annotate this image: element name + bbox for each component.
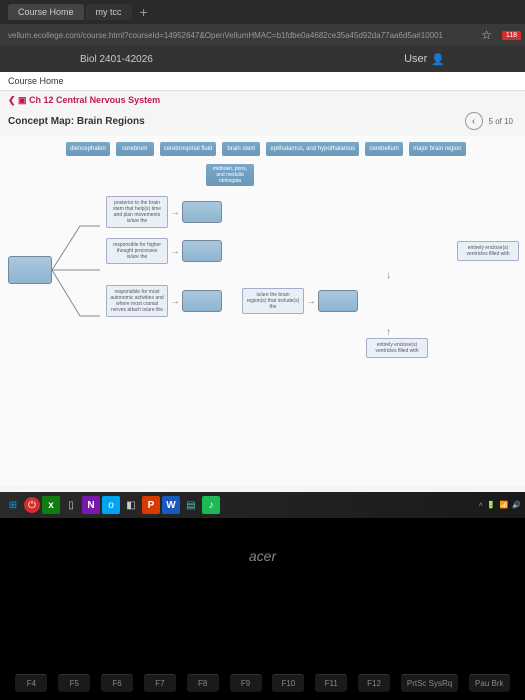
concept-node[interactable]: cerebellum	[365, 142, 403, 156]
tab-label: Course Home	[18, 7, 74, 17]
key-f8: F8	[187, 674, 219, 692]
flow-row: posterior to the brain stem that help(s)…	[106, 196, 519, 228]
key-f7: F7	[144, 674, 176, 692]
arrow-up-icon: ↑	[386, 327, 519, 338]
taskbar: ⊞ ⏻ x ▯ N o ◧ P W ▤ ♪ ˄ 🔋 📶 🔊	[0, 492, 525, 518]
power-icon[interactable]: ⏻	[24, 497, 40, 513]
word-icon[interactable]: W	[162, 496, 180, 514]
user-icon: 👤	[431, 53, 445, 66]
key-pause: Pau Brk	[469, 674, 509, 692]
concept-node[interactable]: midbrain, pons, and medulla oblongata	[206, 164, 254, 186]
progress-text: 5 of 10	[489, 117, 513, 126]
key-f12: F12	[358, 674, 390, 692]
flow-row: responsible for most autonomic activitie…	[106, 285, 519, 317]
music-icon[interactable]: ♪	[202, 496, 220, 514]
excel-icon[interactable]: x	[42, 496, 60, 514]
key-f10: F10	[272, 674, 304, 692]
course-header: Biol 2401-42026 User 👤	[0, 46, 525, 72]
start-button[interactable]: ⊞	[4, 496, 22, 514]
bookmark-icon[interactable]: ☆	[481, 28, 492, 42]
drop-target[interactable]	[182, 290, 222, 312]
url-text[interactable]: vellum.ecollege.com/course.html?courseId…	[8, 31, 481, 40]
new-tab-button[interactable]: +	[134, 4, 154, 20]
concept-node[interactable]: diencephalon	[66, 142, 110, 156]
relation-box[interactable]: is/are the brain region(s) that include(…	[242, 288, 304, 314]
concept-map: diencephalon cerebrum cerebrospinal flui…	[0, 136, 525, 486]
drop-target[interactable]	[318, 290, 358, 312]
wifi-icon[interactable]: 📶	[500, 501, 509, 509]
tab-my-tcc[interactable]: my tcc	[86, 4, 132, 20]
relation-box[interactable]: posterior to the brain stem that help(s)…	[106, 196, 168, 228]
key-f4: F4	[15, 674, 47, 692]
drop-target[interactable]	[182, 201, 222, 223]
app-icon[interactable]: ▯	[62, 496, 80, 514]
powerpoint-icon[interactable]: P	[142, 496, 160, 514]
arrow-down-icon: ↓	[386, 270, 519, 281]
key-f11: F11	[315, 674, 347, 692]
url-bar: vellum.ecollege.com/course.html?courseId…	[0, 24, 525, 46]
concept-node[interactable]: epithalamus, and hypothalamus	[266, 142, 359, 156]
outlook-icon[interactable]: o	[102, 496, 120, 514]
key-f6: F6	[101, 674, 133, 692]
arrow-icon: →	[306, 296, 316, 307]
course-code: Biol 2401-42026	[80, 54, 153, 65]
arrow-icon: →	[170, 246, 180, 257]
onenote-icon[interactable]: N	[82, 496, 100, 514]
browser-tab-bar: Course Home my tcc +	[0, 0, 525, 24]
concept-node[interactable]: brain stem	[222, 142, 260, 156]
course-home-link[interactable]: Course Home	[0, 72, 525, 91]
tab-label: my tcc	[96, 7, 122, 17]
app-icon[interactable]: ▤	[182, 496, 200, 514]
battery-icon[interactable]: 🔋	[487, 501, 496, 509]
relation-box[interactable]: responsible for higher thought processes…	[106, 238, 168, 264]
concept-node[interactable]: cerebrum	[116, 142, 154, 156]
key-f9: F9	[230, 674, 262, 692]
source-node[interactable]	[8, 256, 52, 284]
prev-button[interactable]: ‹	[465, 112, 483, 130]
tab-course-home[interactable]: Course Home	[8, 4, 84, 20]
arrow-icon: →	[170, 207, 180, 218]
notification-badge[interactable]: 118	[502, 31, 521, 40]
concept-node[interactable]: major brain region	[409, 142, 465, 156]
relation-box[interactable]: responsible for most autonomic activitie…	[106, 285, 168, 317]
top-row: diencephalon cerebrum cerebrospinal flui…	[66, 142, 519, 156]
concept-title-row: Concept Map: Brain Regions ‹ 5 of 10	[0, 110, 525, 136]
concept-node[interactable]: cerebrospinal fluid	[160, 142, 217, 156]
user-label: User	[404, 53, 427, 65]
relation-box[interactable]: entirely enclose(s) ventricles filled wi…	[366, 338, 428, 358]
tray-up-icon[interactable]: ˄	[479, 502, 483, 509]
system-tray[interactable]: ˄ 🔋 📶 🔊	[479, 501, 521, 509]
user-menu[interactable]: User 👤	[404, 53, 445, 66]
key-prtsc: PrtSc SysRq	[401, 674, 458, 692]
drop-target[interactable]	[182, 240, 222, 262]
volume-icon[interactable]: 🔊	[512, 501, 521, 509]
arrow-icon: →	[170, 296, 180, 307]
key-f5: F5	[58, 674, 90, 692]
content-area: Course Home ❮ ▣ Ch 12 Central Nervous Sy…	[0, 72, 525, 492]
breadcrumb[interactable]: ❮ ▣ Ch 12 Central Nervous System	[0, 91, 525, 110]
keyboard-row: F4 F5 F6 F7 F8 F9 F10 F11 F12 PrtSc SysR…	[0, 674, 525, 692]
page-title: Concept Map: Brain Regions	[8, 116, 145, 127]
laptop-brand: acer	[0, 548, 525, 564]
relation-box[interactable]: entirely enclose(s) ventricles filled wi…	[457, 241, 519, 261]
app-icon[interactable]: ◧	[122, 496, 140, 514]
flow-row: responsible for higher thought processes…	[106, 238, 519, 264]
